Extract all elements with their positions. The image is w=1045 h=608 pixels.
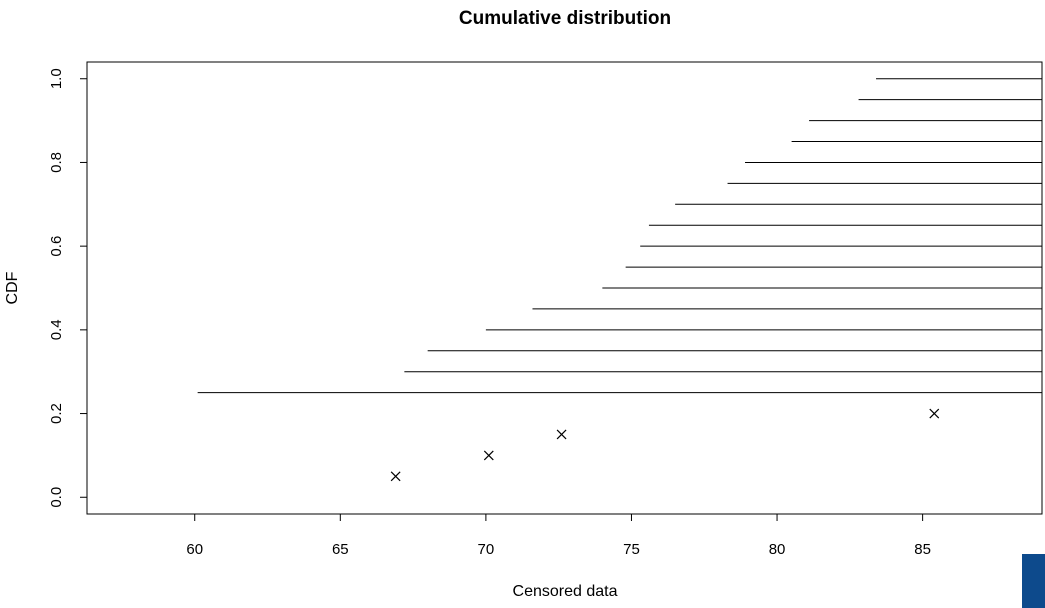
x-tick-label: 80 xyxy=(769,541,786,558)
x-axis: 60 65 70 75 80 85 xyxy=(186,514,931,558)
x-tick-label: 65 xyxy=(332,541,349,558)
x-tick-label: 75 xyxy=(623,541,640,558)
y-tick-label: 0.2 xyxy=(48,403,65,424)
data-points xyxy=(390,408,940,482)
x-tick-label: 60 xyxy=(186,541,203,558)
y-axis-label: CDF xyxy=(4,271,21,304)
y-axis: 0.0 0.2 0.4 0.6 0.8 1.0 xyxy=(48,68,87,508)
y-tick-label: 0.8 xyxy=(48,152,65,173)
x-tick-label: 85 xyxy=(914,541,931,558)
x-tick-label: 70 xyxy=(478,541,495,558)
y-tick-label: 0.0 xyxy=(48,487,65,508)
data-point xyxy=(390,471,401,482)
data-point xyxy=(483,450,494,461)
chart-title: Cumulative distribution xyxy=(459,8,671,29)
y-tick-label: 0.4 xyxy=(48,319,65,340)
x-axis-label: Censored data xyxy=(513,583,618,600)
y-tick-label: 0.6 xyxy=(48,236,65,257)
corner-badge xyxy=(1022,554,1045,608)
censored-segments xyxy=(197,78,1042,394)
y-tick-label: 1.0 xyxy=(48,68,65,89)
data-point xyxy=(929,408,940,419)
data-point xyxy=(556,429,567,440)
